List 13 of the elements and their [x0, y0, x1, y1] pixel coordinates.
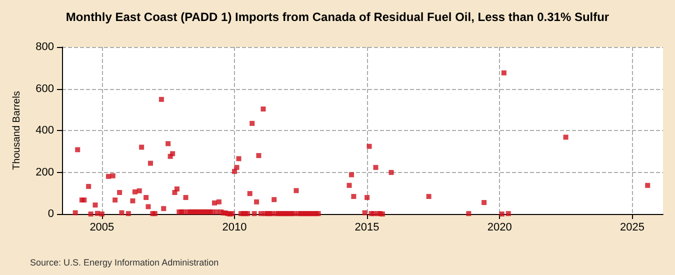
x-tick-label: 2010: [222, 222, 247, 234]
y-tick-label: 600: [36, 82, 54, 95]
x-tick-label: 2020: [487, 222, 512, 234]
y-axis-title: Thousand Barrels: [12, 91, 22, 170]
x-tick-label: 2025: [620, 222, 644, 234]
x-tick-label: 2015: [354, 222, 380, 234]
x-tick-label: 2005: [90, 222, 114, 234]
y-tick-label: 200: [36, 166, 54, 178]
chart-title: Monthly East Coast (PADD 1) Imports from Canada of Residual Fuel Oil, Less than 0.31% Sulfur: [66, 10, 610, 24]
y-tick-label: 400: [36, 124, 54, 136]
source-note: Source: U.S. Energy Information Administration: [30, 258, 219, 268]
y-tick-label: 800: [36, 41, 54, 53]
y-tick-label: 0: [48, 208, 54, 220]
